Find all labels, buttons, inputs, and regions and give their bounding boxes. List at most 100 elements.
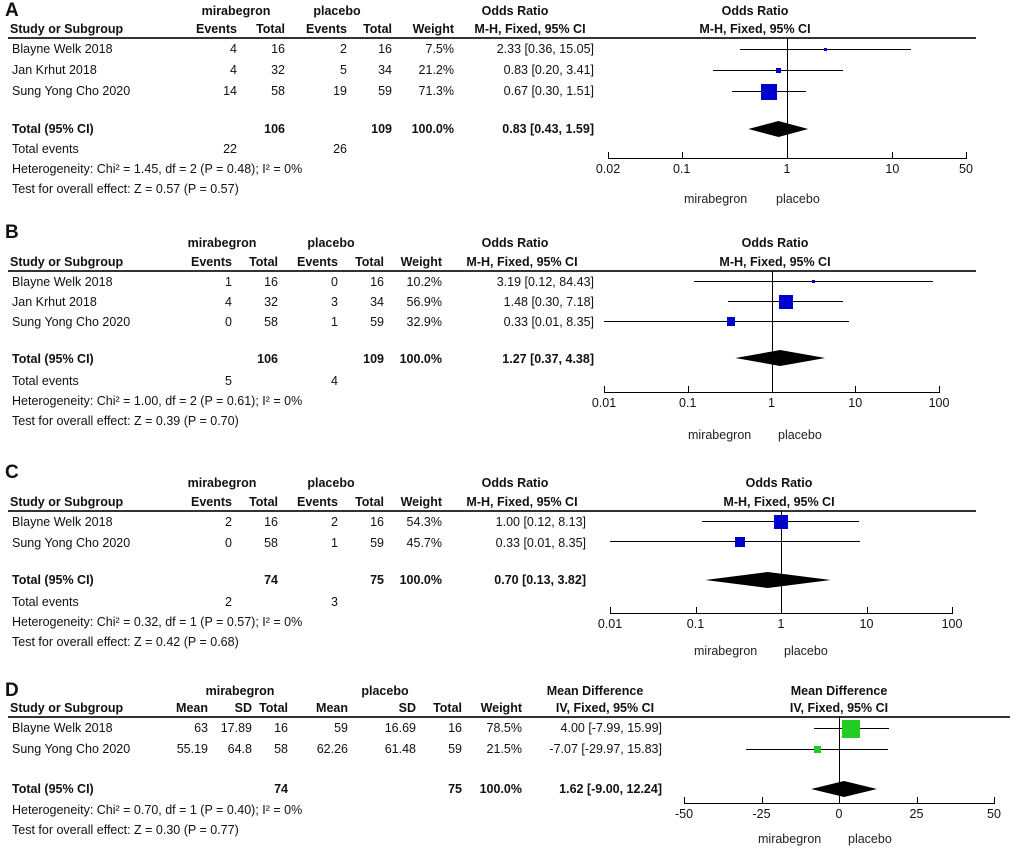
favours-right-label: placebo xyxy=(784,644,828,658)
total-events1: 2 xyxy=(225,595,232,609)
x-axis-tick-label: 0.01 xyxy=(597,617,623,631)
total2: 34 xyxy=(378,63,392,77)
study-name: Sung Yong Cho 2020 xyxy=(12,315,131,329)
total1-col-header: Total xyxy=(249,495,278,509)
study-marker xyxy=(774,514,788,529)
group2-header: placebo xyxy=(307,236,355,250)
panel-label: C xyxy=(5,462,19,483)
measure-header: Mean Difference xyxy=(546,684,644,698)
total-label: Total (95% CI) xyxy=(12,122,94,136)
plot-method-header: M-H, Fixed, 95% CI xyxy=(719,255,831,269)
x-axis-tick-label: 10 xyxy=(859,617,874,631)
overall-effect-text: Test for overall effect: Z = 0.57 (P = 0… xyxy=(12,182,239,196)
total2-col-header: Total xyxy=(355,255,384,269)
total1-col-header: Total xyxy=(256,22,285,36)
study-name: Sung Yong Cho 2020 xyxy=(12,84,131,98)
plot-method-header: IV, Fixed, 95% CI xyxy=(789,701,889,715)
ci-text: 2.33 [0.36, 15.05] xyxy=(496,42,594,56)
events1: 2 xyxy=(225,515,232,529)
x-axis-tick-label: 50 xyxy=(987,807,1001,821)
weight: 32.9% xyxy=(406,315,442,329)
plot-measure-header: Mean Difference xyxy=(790,684,888,698)
favours-left-label: mirabegron xyxy=(688,428,752,442)
events1: 14 xyxy=(223,84,237,98)
study-marker xyxy=(734,536,745,547)
study-name: Blayne Welk 2018 xyxy=(12,515,113,529)
x-axis-tick xyxy=(688,386,689,393)
total2: 16 xyxy=(370,275,384,289)
total2: 16 xyxy=(370,515,384,529)
total-events-label: Total events xyxy=(12,142,79,156)
study-marker xyxy=(824,48,828,51)
events2: 5 xyxy=(340,63,347,77)
sd1-col-header: SD xyxy=(234,701,252,715)
weight: 7.5% xyxy=(425,42,455,56)
total1: 74 xyxy=(274,782,288,796)
ci-line xyxy=(604,321,849,322)
diamond-shape xyxy=(735,350,826,366)
x-axis-tick-label: 10 xyxy=(848,396,863,410)
weight: 71.3% xyxy=(418,84,454,98)
pooled-estimate-diamond xyxy=(735,350,826,366)
total-label: Total (95% CI) xyxy=(12,782,94,796)
x-axis-tick-label: 50 xyxy=(959,162,973,176)
total1: 16 xyxy=(271,42,285,56)
study-col-header: Study or Subgroup xyxy=(10,701,124,715)
total2: 75 xyxy=(448,782,462,796)
total2-col-header: Total xyxy=(433,701,462,715)
measure-header: Odds Ratio xyxy=(481,476,549,490)
study-marker xyxy=(778,294,793,309)
total2: 59 xyxy=(448,742,462,756)
ci-text: 0.33 [0.01, 8.35] xyxy=(503,315,594,329)
total-events1: 5 xyxy=(225,374,232,388)
heterogeneity-text: Heterogeneity: Chi² = 1.45, df = 2 (P = … xyxy=(12,162,303,176)
weight-col-header: Weight xyxy=(412,22,454,36)
favours-left-label: mirabegron xyxy=(694,644,758,658)
x-axis-tick-label: 0.1 xyxy=(672,162,691,176)
weight: 78.5% xyxy=(486,721,522,735)
ci-text: 0.33 [0.01, 8.35] xyxy=(495,536,586,550)
x-axis-tick-label: 1 xyxy=(768,396,775,410)
group2-header: placebo xyxy=(361,684,409,698)
x-axis-tick xyxy=(939,386,940,393)
total1: 16 xyxy=(264,275,278,289)
diamond-shape xyxy=(811,781,877,797)
weight: 56.9% xyxy=(406,295,442,309)
events2: 1 xyxy=(331,315,338,329)
events1: 4 xyxy=(230,63,237,77)
total-ci-text: 1.62 [-9.00, 12.24] xyxy=(559,782,662,796)
weight: 54.3% xyxy=(406,515,442,529)
x-axis-tick xyxy=(610,607,611,614)
total1: 58 xyxy=(264,536,278,550)
x-axis-tick xyxy=(684,797,685,804)
total1-col-header: Total xyxy=(249,255,278,269)
ci-text: 0.67 [0.30, 1.51] xyxy=(503,84,594,98)
method-col-header: M-H, Fixed, 95% CI xyxy=(466,255,578,269)
x-axis-tick-label: 100 xyxy=(941,617,963,631)
weight: 21.2% xyxy=(418,63,454,77)
events2: 2 xyxy=(340,42,347,56)
total2: 109 xyxy=(371,122,392,136)
overall-effect-text: Test for overall effect: Z = 0.30 (P = 0… xyxy=(12,823,239,837)
panel-label: B xyxy=(5,222,19,243)
overall-effect-text: Test for overall effect: Z = 0.42 (P = 0… xyxy=(12,635,239,649)
favours-right-label: placebo xyxy=(778,428,822,442)
ci-text: 1.48 [0.30, 7.18] xyxy=(503,295,594,309)
total1-col-header: Total xyxy=(259,701,288,715)
sd2: 61.48 xyxy=(384,742,416,756)
header-rule xyxy=(8,510,976,512)
study-marker xyxy=(812,280,816,283)
ci-text: 1.00 [0.12, 8.13] xyxy=(495,515,586,529)
method-col-header: IV, Fixed, 95% CI xyxy=(555,701,655,715)
plot-measure-header: Odds Ratio xyxy=(741,236,809,250)
plot-measure-header: Odds Ratio xyxy=(721,4,789,18)
events2-col-header: Events xyxy=(297,255,338,269)
favours-left-label: mirabegron xyxy=(684,192,748,206)
method-col-header: M-H, Fixed, 95% CI xyxy=(474,22,586,36)
weight-col-header: Weight xyxy=(400,495,442,509)
events1: 4 xyxy=(230,42,237,56)
study-marker xyxy=(813,746,821,753)
mean1-col-header: Mean xyxy=(176,701,208,715)
total-label: Total (95% CI) xyxy=(12,352,94,366)
sd1: 17.89 xyxy=(220,721,252,735)
